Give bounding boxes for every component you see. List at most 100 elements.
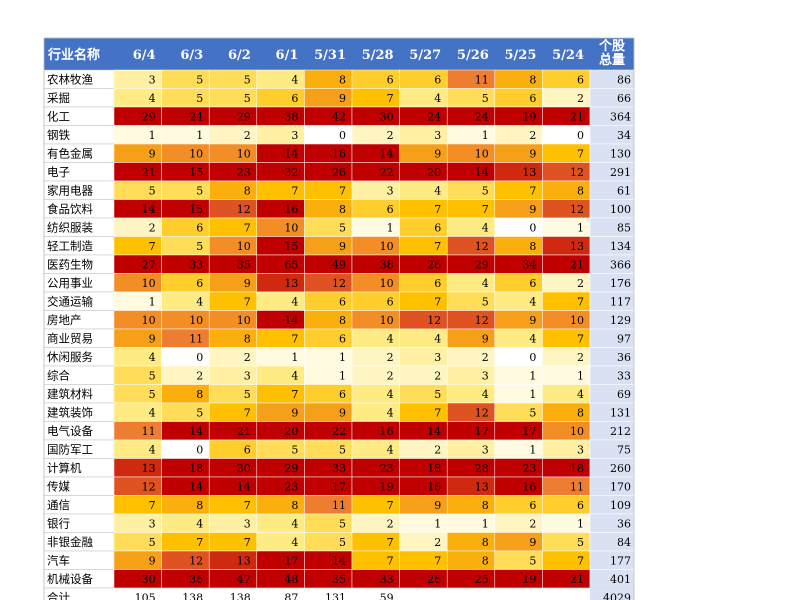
cell-value: 1 <box>149 129 156 142</box>
cell-value: 29 <box>475 258 489 271</box>
cell-value: 2 <box>244 351 251 364</box>
cell-value: 19 <box>380 480 394 493</box>
cell-value: 6 <box>434 277 441 290</box>
cell-value: 9 <box>339 406 346 419</box>
cell-value: 9 <box>529 203 536 216</box>
cell-value: 1 <box>291 351 298 364</box>
cell-value: 8 <box>482 554 489 567</box>
cell-value: 4 <box>291 517 298 530</box>
cell-value: 16 <box>427 480 441 493</box>
cell-value: 8 <box>196 388 203 401</box>
cell-value: 2 <box>577 92 584 105</box>
cell-value: 3 <box>244 517 251 530</box>
column-header: 6/1 <box>276 48 299 63</box>
cell-value: 4 <box>434 92 441 105</box>
cell-value: 7 <box>387 554 394 567</box>
cell-value: 5 <box>577 536 584 549</box>
cell-value: 7 <box>291 184 298 197</box>
cell-value: 4 <box>482 388 489 401</box>
cell-value: 19 <box>522 110 536 123</box>
cell-value: 8 <box>577 184 584 197</box>
cell-value: 5 <box>149 369 156 382</box>
cell-value: 2 <box>434 369 441 382</box>
column-header: 5/31 <box>314 48 346 63</box>
cell-value: 3 <box>291 129 298 142</box>
cell-value: 8 <box>339 203 346 216</box>
cell-value: 5 <box>244 73 251 86</box>
cell-value: 5 <box>482 184 489 197</box>
cell-value: 35 <box>332 573 346 586</box>
row-total: 131 <box>610 406 631 419</box>
cell-value: 16 <box>284 203 298 216</box>
cell-value: 5 <box>529 406 536 419</box>
cell-value: 8 <box>244 184 251 197</box>
cell-value: 7 <box>244 406 251 419</box>
cell-value: 20 <box>427 166 441 179</box>
cell-value: 13 <box>237 554 251 567</box>
cell-value: 2 <box>387 129 394 142</box>
row-total: 34 <box>617 129 631 142</box>
cell-value: 1 <box>577 517 584 530</box>
cell-value: 21 <box>142 166 156 179</box>
cell-value: 4 <box>387 406 394 419</box>
cell-value: 1 <box>196 129 203 142</box>
cell-value: 7 <box>244 295 251 308</box>
cell-value: 12 <box>332 277 346 290</box>
table-row: 化工 29 24 29 38 42 30 24 24 19 21 364 <box>43 106 635 126</box>
cell-value: 14 <box>475 166 489 179</box>
cell-value: 6 <box>434 221 441 234</box>
corner-label: 行业名称 <box>47 47 100 63</box>
table-row: 轻工制造 7 5 10 15 9 10 7 12 8 13 134 <box>43 236 635 256</box>
cell-value: 14 <box>284 147 298 160</box>
cell-value: 1 <box>529 369 536 382</box>
cell-value: 5 <box>339 517 346 530</box>
cell-value: 10 <box>380 277 394 290</box>
column-header: 5/27 <box>409 48 441 63</box>
cell-value: 20 <box>284 425 298 438</box>
table-row: 机械设备 30 36 47 48 35 33 26 25 19 21 401 <box>43 569 635 589</box>
cell-value: 2 <box>387 369 394 382</box>
sum-total-cell <box>590 588 634 600</box>
row-total: 61 <box>617 184 631 197</box>
cell-value: 1 <box>149 295 156 308</box>
cell-value: 23 <box>237 166 251 179</box>
row-label: 家用电器 <box>47 183 93 197</box>
column-header: 5/26 <box>457 48 489 63</box>
cell-value: 1 <box>577 221 584 234</box>
cell-value: 5 <box>196 240 203 253</box>
row-label: 纺织服装 <box>47 220 93 234</box>
cell-value: 4 <box>291 73 298 86</box>
table-row: 建筑材料 5 8 5 7 6 4 5 4 1 4 69 <box>43 384 635 404</box>
row-label: 商业贸易 <box>47 331 93 345</box>
cell-value: 28 <box>475 462 489 475</box>
cell-value: 9 <box>149 554 156 567</box>
cell-value: 0 <box>196 351 203 364</box>
table-row: 食品饮料 14 15 12 16 8 6 7 7 9 12 100 <box>43 199 635 219</box>
cell-value: 2 <box>387 517 394 530</box>
cell-value: 7 <box>291 332 298 345</box>
sum-row: 合计 105 138 138 87 131 59 4029 <box>43 587 635 600</box>
table-row: 钢铁 1 1 2 3 0 2 3 1 2 0 34 <box>43 125 635 145</box>
cell-value: 23 <box>284 480 298 493</box>
table-row: 公用事业 10 6 9 13 12 10 6 4 6 2 176 <box>43 273 635 293</box>
cell-value: 23 <box>380 462 394 475</box>
cell-value: 9 <box>291 406 298 419</box>
cell-value: 17 <box>475 425 489 438</box>
cell-value: 8 <box>339 73 346 86</box>
table-border <box>43 37 635 600</box>
sum-value: 131 <box>325 591 346 600</box>
row-total: 130 <box>610 147 631 160</box>
header-bar <box>44 38 634 70</box>
cell-value: 5 <box>196 406 203 419</box>
cell-value: 6 <box>339 388 346 401</box>
row-label: 医药生物 <box>47 257 93 271</box>
column-header: 5/28 <box>362 48 394 63</box>
cell-value: 5 <box>482 92 489 105</box>
cell-value: 7 <box>149 240 156 253</box>
cell-value: 32 <box>284 166 298 179</box>
cell-value: 0 <box>529 221 536 234</box>
table-row: 汽车 9 12 13 17 14 7 7 8 5 7 177 <box>43 550 635 570</box>
cell-value: 1 <box>482 517 489 530</box>
cell-value: 9 <box>434 499 441 512</box>
row-label: 银行 <box>47 516 70 530</box>
